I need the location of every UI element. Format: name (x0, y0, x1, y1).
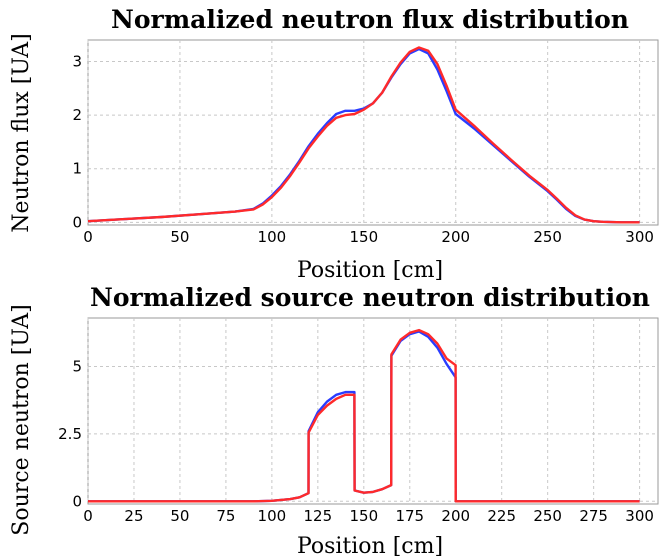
source-x-tick-label: 75 (216, 507, 235, 525)
source-x-tick-label: 200 (441, 507, 470, 525)
flux-x-tick-label: 250 (533, 228, 562, 246)
source-x-tick-label: 275 (579, 507, 608, 525)
flux-x-axis-label: Position [cm] (297, 258, 443, 283)
source-y-axis-label: Source neutron [UA] (9, 304, 34, 535)
flux-chart-title: Normalized neutron flux distribution (111, 5, 629, 34)
flux-x-tick-label: 50 (170, 228, 189, 246)
source-y-tick-label: 0 (72, 492, 82, 510)
source-x-tick-label: 225 (487, 507, 516, 525)
source-grid (87, 318, 658, 504)
source-x-tick-label: 0 (83, 507, 93, 525)
source-chart: Normalized source neutron distribution 0… (9, 283, 659, 559)
source-series-line-red (88, 328, 640, 503)
source-x-tick-label: 100 (258, 507, 287, 525)
source-x-tick-label: 125 (304, 507, 333, 525)
source-x-axis-label: Position [cm] (297, 534, 443, 559)
source-x-tick-label: 250 (533, 507, 562, 525)
source-x-ticks: 0 25 50 75 100 125 150 175 200 225 250 275 300 (83, 507, 654, 525)
flux-series (87, 46, 640, 224)
flux-y-ticks: 0 1 2 3 (72, 52, 82, 231)
source-x-tick-label: 175 (395, 507, 424, 525)
source-x-tick-label: 50 (170, 507, 189, 525)
source-x-tick-label: 300 (625, 507, 654, 525)
flux-x-tick-label: 0 (83, 228, 93, 246)
flux-y-tick-label: 0 (72, 213, 82, 231)
flux-y-tick-label: 1 (72, 160, 82, 178)
flux-x-tick-label: 150 (349, 228, 378, 246)
source-x-tick-label: 150 (349, 507, 378, 525)
flux-x-tick-label: 100 (258, 228, 287, 246)
flux-y-axis-label: Neutron flux [UA] (9, 33, 34, 232)
flux-plot-area (87, 39, 659, 226)
source-y-ticks: 02.55 (58, 358, 82, 511)
flux-y-tick-label: 2 (72, 106, 82, 124)
flux-y-tick-label: 3 (72, 52, 82, 70)
source-chart-title: Normalized source neutron distribution (90, 283, 650, 312)
flux-x-tick-label: 300 (625, 228, 654, 246)
source-x-tick-label: 25 (124, 507, 143, 525)
source-series (88, 328, 640, 503)
flux-chart: Normalized neutron flux distribution 0 50… (9, 5, 659, 283)
flux-x-tick-label: 200 (441, 228, 470, 246)
flux-grid (87, 40, 658, 225)
source-plot-area (87, 317, 659, 505)
source-y-tick-label: 5 (72, 358, 82, 376)
flux-series-line-red (87, 46, 640, 224)
flux-x-ticks: 0 50 100 150 200 250 300 (83, 228, 654, 246)
source-y-tick-label: 2.5 (58, 425, 82, 443)
